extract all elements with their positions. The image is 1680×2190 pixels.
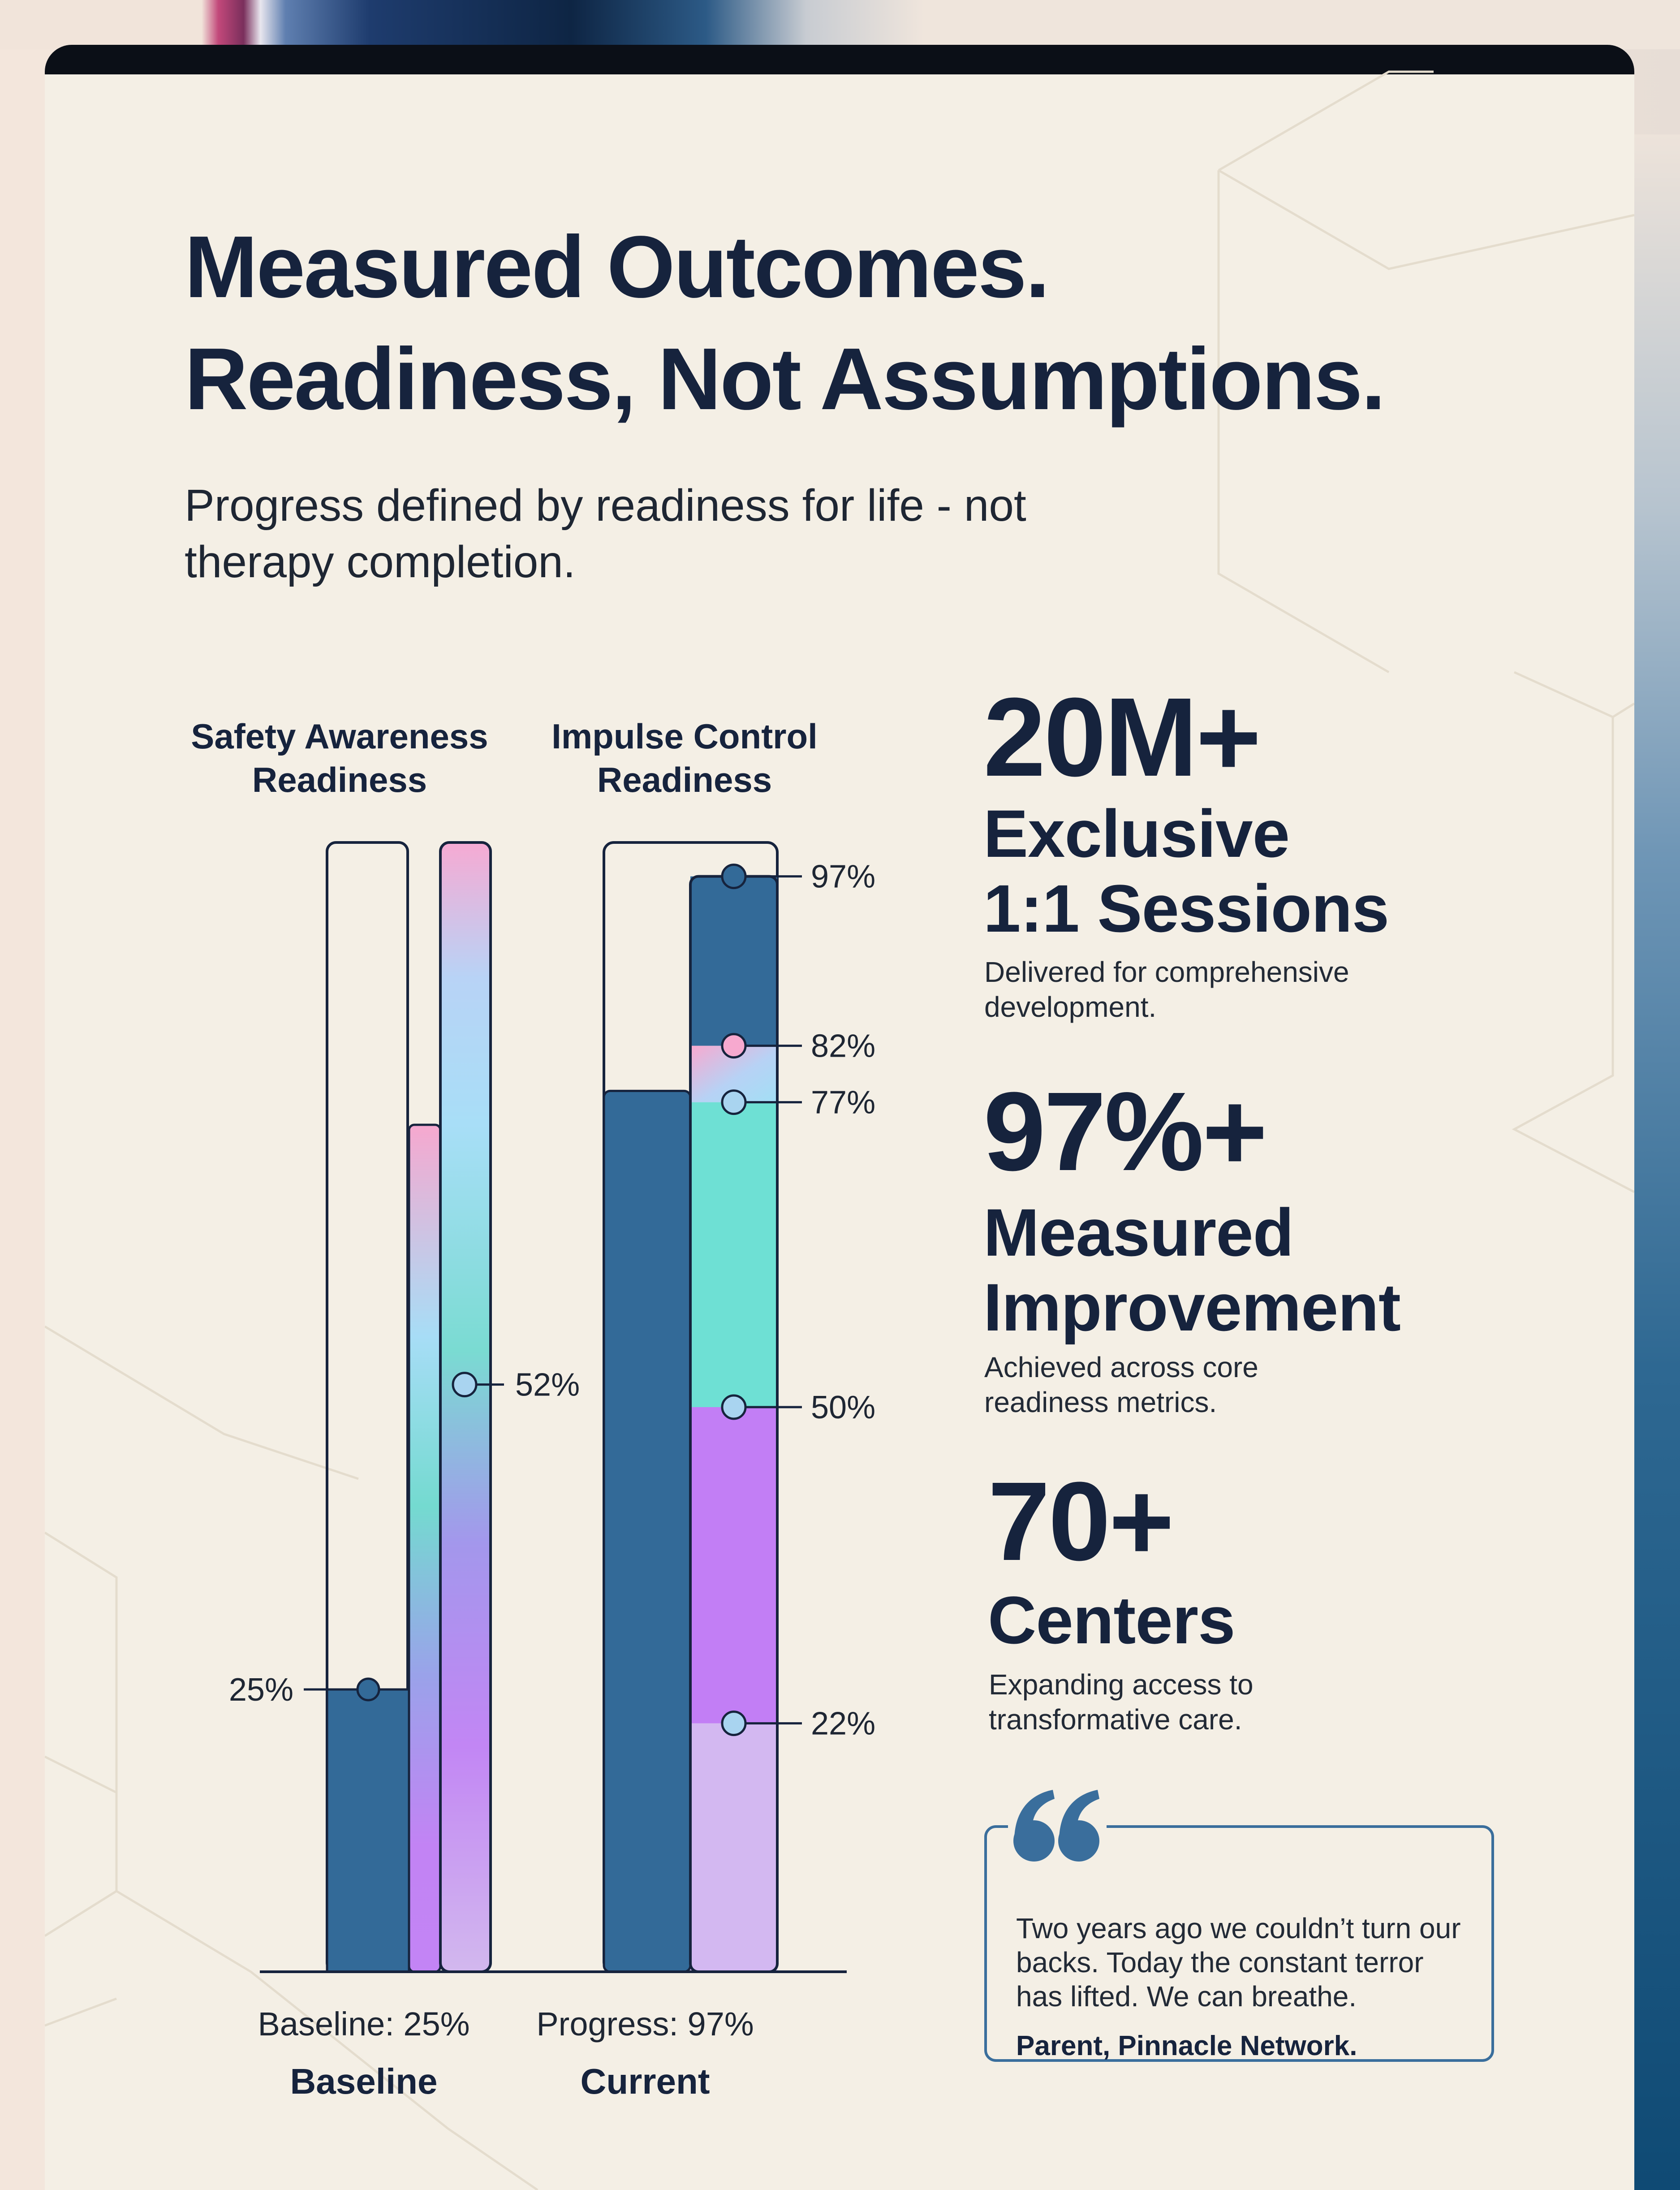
impulse-marker-77 [721,1089,747,1115]
background-right-strip [1631,134,1680,2190]
impulse-marker-label-77: 77% [811,1085,875,1121]
page-title-line1: Measured Outcomes. [185,218,1050,316]
chart-title-safety-line1: Safety Awareness [191,717,488,756]
stat-sessions-label-line1: Exclusive [983,796,1290,871]
safety-baseline-bar [326,1688,410,1973]
chart-title-impulse-line2: Readiness [597,760,772,799]
stat-sessions-desc: Delivered for comprehensive development. [984,956,1349,1023]
chart-category-current: Current [581,2061,710,2101]
background-top-strip [0,0,1680,49]
impulse-marker-label-82: 82% [811,1028,875,1064]
stat-improvement-label-line2: Improvement [983,1270,1401,1345]
card-top-bar [45,45,1634,74]
page-subtitle: Progress defined by readiness for life -… [185,480,1026,587]
impulse-marker-82 [721,1033,747,1059]
testimonial-text: Two years ago we couldn’t turn our backs… [1016,1912,1461,2013]
impulse-marker-97 [721,864,747,890]
stat-sessions-number: 20M+ [983,674,1261,799]
impulse-marker-label-50: 50% [811,1390,875,1425]
safety-gradient-bar [408,1123,442,1973]
stat-improvement-desc: Achieved across core readiness metrics. [984,1351,1258,1418]
impulse-marker-label-97: 97% [811,859,875,895]
safety-marker-dot [452,1372,478,1398]
impulse-segment-82-97 [690,876,777,1046]
impulse-segment-22-50 [690,1407,777,1723]
impulse-marker-50 [721,1394,747,1420]
stat-centers-number: 70+ [988,1459,1174,1584]
impulse-marker-label-22: 22% [811,1706,875,1742]
safety-tall-gradient-bar [439,841,492,1973]
page-title-line2: Readiness, Not Assumptions. [185,330,1386,428]
testimonial-author: Parent, Pinnacle Network. [1016,2030,1357,2061]
stat-centers-label: Centers [988,1582,1236,1658]
stat-centers-desc: Expanding access to transformative care. [989,1668,1254,1736]
quote-icon [1008,1784,1107,1873]
impulse-solid-bar [603,1089,692,1973]
content-card: Safety Awareness Readiness Impulse Contr… [45,45,1634,2190]
stat-improvement-label-line1: Measured [983,1195,1294,1270]
chart-caption-progress: Progress: 97% [536,2005,754,2043]
impulse-marker-22 [721,1711,747,1736]
impulse-segment-50-77 [690,1102,777,1407]
chart-category-baseline: Baseline [290,2061,437,2101]
safety-marker-label: 52% [515,1367,580,1403]
readiness-chart: Safety Awareness Readiness Impulse Contr… [191,717,875,2101]
stat-sessions-label-line2: 1:1 Sessions [983,871,1389,946]
safety-baseline-label: 25% [229,1672,293,1708]
background-hexagon-lines [45,70,1634,2190]
chart-title-impulse-line1: Impulse Control [551,717,818,756]
chart-title-safety-line2: Readiness [252,760,427,799]
chart-caption-baseline: Baseline: 25% [258,2005,470,2043]
testimonial-box [984,1825,1494,2062]
safety-baseline-marker [356,1677,380,1702]
stat-improvement-number: 97%+ [983,1069,1267,1194]
impulse-segment-0-22 [690,1723,777,1972]
